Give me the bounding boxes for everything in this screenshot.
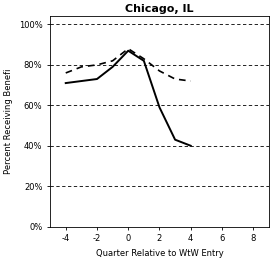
Title: Chicago, IL: Chicago, IL bbox=[125, 4, 194, 14]
X-axis label: Quarter Relative to WtW Entry: Quarter Relative to WtW Entry bbox=[96, 249, 223, 258]
Y-axis label: Percent Receiving Benefi: Percent Receiving Benefi bbox=[4, 69, 13, 174]
